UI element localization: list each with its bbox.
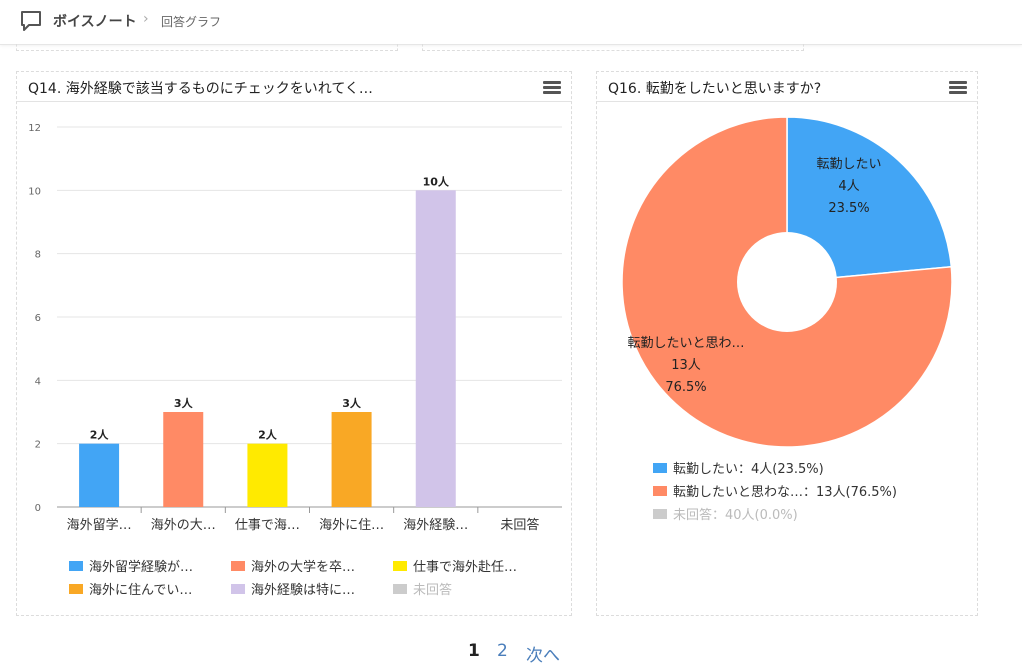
hamburger-menu-icon[interactable] xyxy=(949,81,967,94)
y-tick-label: 12 xyxy=(28,123,41,134)
legend-item[interactable]: 海外留学経験が… xyxy=(69,556,193,575)
legend-label: 未回答：40人(0.0%) xyxy=(673,508,798,523)
legend-item[interactable]: 海外経験は特に… xyxy=(231,579,355,598)
y-tick-label: 2 xyxy=(35,440,41,451)
x-tick-label: 未回答 xyxy=(500,517,539,533)
x-tick-label: 海外経験… xyxy=(403,518,468,533)
legend-label: 海外に住んでい… xyxy=(89,583,193,598)
x-tick-label: 仕事で海… xyxy=(235,518,300,533)
q14-legend: 海外留学経験が… 海外の大学を卒… 仕事で海外赴任… 海外に住んでい… 海外経験は特に…… xyxy=(69,556,559,606)
legend-label: 仕事で海外赴任… xyxy=(413,560,518,575)
legend-label: 未回答 xyxy=(413,583,453,598)
q16-donut-chart: 転勤したい 4人 23.5% 転勤したいと思わ… 13人 76.5% xyxy=(621,116,953,448)
page-1-current: 1 xyxy=(468,641,480,661)
q16-card: Q16. 転勤をしたいと思いますか? 転勤したい 4人 23.5% 転勤したいと思わ…… xyxy=(596,71,978,616)
legend-item[interactable]: 転勤したいと思わな…：13人(76.5%) xyxy=(653,481,897,500)
legend-swatch xyxy=(653,463,667,473)
bar[interactable] xyxy=(415,190,456,507)
bar[interactable] xyxy=(331,412,372,507)
legend-item[interactable]: 仕事で海外赴任… xyxy=(393,556,517,575)
pagination: 1 2 次へ xyxy=(0,641,1022,666)
x-tick-label: 海外留学… xyxy=(67,517,132,533)
legend-label: 転勤したいと思わな…：13人(76.5%) xyxy=(673,485,897,500)
x-tick-label: 海外の大… xyxy=(151,518,216,533)
top-bar: ボイスノート › 回答グラフ xyxy=(0,0,1022,45)
legend-swatch xyxy=(653,509,667,519)
donut-hole xyxy=(737,232,837,332)
legend-label: 海外経験は特に… xyxy=(251,583,356,598)
q16-legend: 転勤したい：4人(23.5%) 転勤したいと思わな…：13人(76.5%) 未回答：… xyxy=(653,458,973,538)
legend-swatch xyxy=(653,486,667,496)
hamburger-menu-icon[interactable] xyxy=(543,81,561,94)
bar-data-label: 2人 xyxy=(258,428,278,442)
x-tick-label: 海外に住… xyxy=(319,518,384,533)
q16-title: Q16. 転勤をしたいと思いますか? xyxy=(608,81,822,97)
bar-data-label: 3人 xyxy=(342,396,362,410)
bar-data-label: 10人 xyxy=(423,174,450,188)
legend-swatch xyxy=(393,561,407,571)
y-tick-label: 10 xyxy=(28,186,41,197)
legend-label: 海外留学経験が… xyxy=(89,560,194,575)
q14-card: Q14. 海外経験で該当するものにチェックをいれてく… 0 2 4 6 8 10 12 2人海… xyxy=(16,71,572,616)
bar[interactable] xyxy=(247,443,288,507)
next-page-link[interactable]: 次へ xyxy=(526,646,560,666)
y-tick-label: 8 xyxy=(35,250,41,261)
legend-item[interactable]: 未回答：40人(0.0%) xyxy=(653,504,798,523)
legend-item[interactable]: 海外の大学を卒… xyxy=(231,556,355,575)
legend-swatch xyxy=(231,561,245,571)
legend-label: 転勤したい：4人(23.5%) xyxy=(673,462,824,477)
card-above-left xyxy=(16,44,398,51)
y-tick-label: 4 xyxy=(35,376,41,387)
pie-slice[interactable] xyxy=(786,116,953,283)
legend-item[interactable]: 海外に住んでい… xyxy=(69,579,192,598)
q14-card-header: Q14. 海外経験で該当するものにチェックをいれてく… xyxy=(17,72,571,102)
bar[interactable] xyxy=(163,412,204,507)
legend-swatch xyxy=(231,584,245,594)
slice-data-label: 転勤したい 4人 23.5% xyxy=(816,157,881,216)
speech-bubble-icon[interactable] xyxy=(20,10,42,32)
bar[interactable] xyxy=(79,443,120,507)
card-above-right xyxy=(422,44,804,51)
page-2-link[interactable]: 2 xyxy=(497,641,508,661)
legend-label: 海外の大学を卒… xyxy=(251,560,356,575)
y-tick-label: 0 xyxy=(35,503,41,514)
legend-item[interactable]: 転勤したい：4人(23.5%) xyxy=(653,458,824,477)
legend-swatch xyxy=(69,561,83,571)
legend-swatch xyxy=(69,584,83,594)
brand-name[interactable]: ボイスノート xyxy=(53,14,137,30)
slice-data-label: 転勤したいと思わ… 13人 76.5% xyxy=(627,336,744,395)
y-tick-label: 6 xyxy=(35,313,41,324)
q16-card-header: Q16. 転勤をしたいと思いますか? xyxy=(597,72,977,102)
legend-item[interactable]: 未回答 xyxy=(393,579,452,598)
bar-data-label: 3人 xyxy=(174,396,194,410)
chevron-right-icon: › xyxy=(143,11,149,27)
breadcrumb-current: 回答グラフ xyxy=(161,15,222,29)
q14-title: Q14. 海外経験で該当するものにチェックをいれてく… xyxy=(28,81,373,97)
legend-swatch xyxy=(393,584,407,594)
bar-data-label: 2人 xyxy=(90,428,110,442)
